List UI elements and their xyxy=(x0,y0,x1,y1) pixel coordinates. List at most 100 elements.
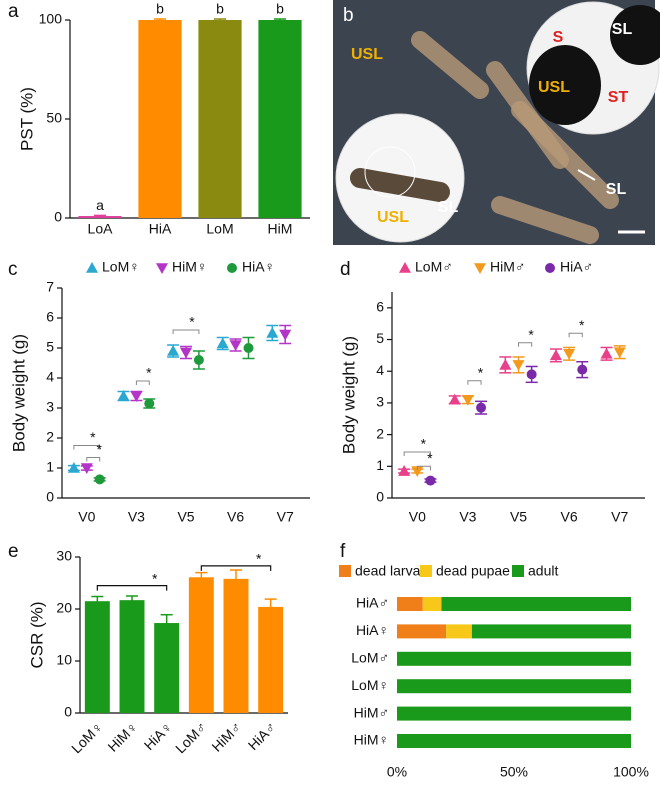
y-tick-label: HiM♀ xyxy=(354,732,389,748)
y-axis-label: Body weight (g) xyxy=(339,336,358,454)
marker xyxy=(130,391,143,402)
y-tick-label: 4 xyxy=(46,369,54,385)
marker xyxy=(600,347,613,359)
photo-label: USL xyxy=(538,79,570,96)
y-tick-label: 3 xyxy=(46,399,54,415)
x-tick-label: V0 xyxy=(409,509,426,525)
significance: * xyxy=(189,314,195,330)
x-tick-label: LoM xyxy=(206,221,233,237)
marker xyxy=(80,463,93,474)
legend-marker xyxy=(545,263,555,273)
y-tick-label: 0 xyxy=(46,489,54,505)
legend-swatch xyxy=(512,565,524,577)
photo-label: SL xyxy=(612,21,633,38)
bar-segment xyxy=(446,624,472,639)
bracket xyxy=(467,380,482,385)
marker xyxy=(461,394,474,406)
bar-segment xyxy=(471,624,631,639)
y-tick-label: 3 xyxy=(376,394,384,410)
y-tick-label: 1 xyxy=(376,457,384,473)
x-tick-label: 50% xyxy=(500,764,528,780)
bar xyxy=(258,606,284,713)
bar-segment xyxy=(422,597,442,611)
bar xyxy=(223,578,249,713)
x-tick-label: LoM♀ xyxy=(68,718,106,756)
x-tick-label: HiA xyxy=(149,221,172,237)
y-tick-label: LoM♀ xyxy=(351,677,389,693)
panel-letter: e xyxy=(8,541,19,562)
bar-segment xyxy=(397,624,447,639)
panel-letter: c xyxy=(8,259,18,280)
marker xyxy=(448,393,461,405)
marker xyxy=(243,343,254,353)
legend-label: adult xyxy=(528,563,558,579)
significance-letter: b xyxy=(156,1,164,17)
arrow xyxy=(577,169,596,181)
marker xyxy=(117,390,130,401)
panel-letter: a xyxy=(8,1,19,22)
larva xyxy=(350,168,450,202)
error-bar xyxy=(195,571,208,583)
larva xyxy=(511,101,619,209)
error-bar xyxy=(274,18,286,22)
significance-letter: b xyxy=(276,1,284,17)
marker xyxy=(94,474,105,485)
y-tick-label: 6 xyxy=(46,309,54,325)
bar-segment xyxy=(397,597,423,611)
bar xyxy=(188,577,214,713)
bracket xyxy=(86,457,101,462)
legend-label: dead pupae xyxy=(436,563,510,579)
marker xyxy=(67,462,80,473)
x-tick-label: V6 xyxy=(227,509,244,525)
error-bar xyxy=(126,595,138,606)
y-tick-label: 5 xyxy=(376,330,384,346)
legend-label: LoM♀ xyxy=(102,259,140,275)
bracket xyxy=(135,380,150,385)
marker xyxy=(216,337,229,349)
significance-letter: b xyxy=(216,1,224,17)
panel-letter: f xyxy=(340,541,346,562)
bar xyxy=(258,20,302,218)
photo-label: USL xyxy=(351,46,383,63)
legend-label: LoM♂ xyxy=(415,259,453,275)
legend-label: HiA♀ xyxy=(242,259,275,275)
y-tick-label: 5 xyxy=(46,339,54,355)
legend-label: HiA♂ xyxy=(560,259,593,275)
marker xyxy=(526,369,537,380)
marker xyxy=(613,347,626,359)
marker xyxy=(180,347,192,359)
bracket xyxy=(73,445,101,450)
y-tick-label: 30 xyxy=(56,548,72,564)
y-tick-label: 2 xyxy=(376,425,384,441)
y-axis-label: Body weight (g) xyxy=(9,334,28,452)
x-tick-label: V5 xyxy=(510,509,527,525)
marker xyxy=(266,327,279,338)
marker xyxy=(398,465,411,476)
marker xyxy=(144,398,155,409)
y-tick-label: 6 xyxy=(376,299,384,315)
y-tick-label: LoM♂ xyxy=(351,650,389,666)
error-bar xyxy=(230,569,242,589)
marker xyxy=(167,345,180,356)
zoom-dark xyxy=(529,45,601,125)
significance: * xyxy=(90,429,96,445)
error-bar xyxy=(160,613,173,633)
x-tick-label: V6 xyxy=(561,509,578,525)
zoom-dark xyxy=(610,5,660,65)
x-tick-label: HiA♀ xyxy=(141,718,176,753)
y-tick-label: 2 xyxy=(46,429,54,445)
error-bar xyxy=(154,18,166,22)
marker xyxy=(193,355,204,365)
bracket xyxy=(96,585,168,591)
bar-segment xyxy=(441,597,631,611)
bracket xyxy=(403,451,431,457)
bar xyxy=(154,623,180,713)
significance: * xyxy=(421,436,427,452)
photo-label: ST xyxy=(608,89,629,106)
larva xyxy=(491,196,599,244)
x-tick-label: HiA♂ xyxy=(245,718,280,753)
marker xyxy=(411,466,424,478)
panel-letter: d xyxy=(340,259,351,280)
y-tick-label: 50 xyxy=(46,110,62,126)
